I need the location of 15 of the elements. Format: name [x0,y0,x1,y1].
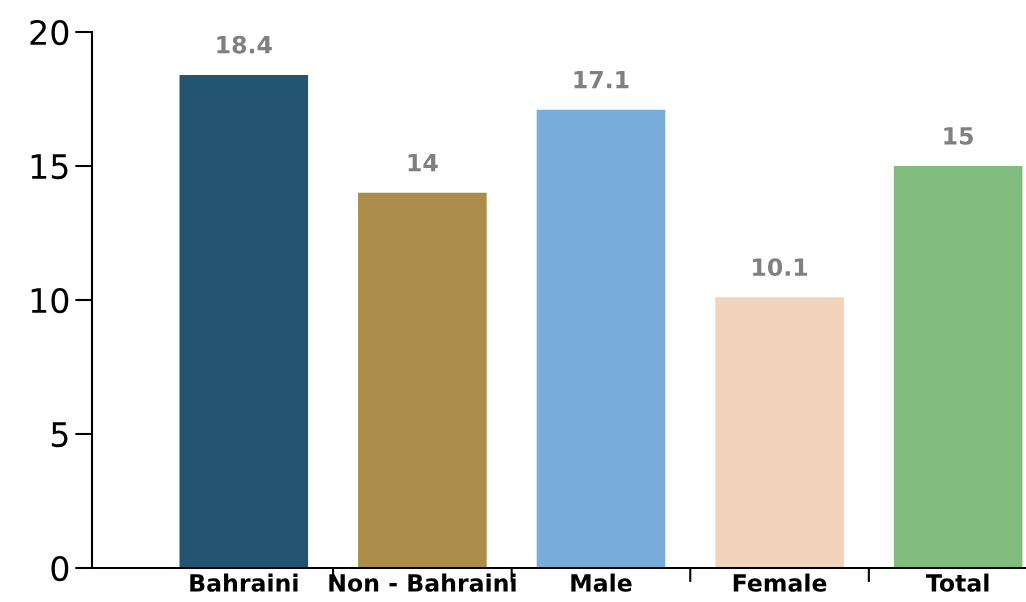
x-tick-label: Female [733,573,827,592]
x-tick-label: Non - Bahraini [329,573,516,592]
x-tick-label: Male [571,573,632,592]
data-label: 18.4 [217,35,272,54]
y-tick-label: 15 [31,154,68,180]
y-tick-label: 10 [31,287,69,314]
data-label: 10.1 [753,258,808,277]
x-tick-label: Bahraini [190,573,298,592]
y-tick-label: 5 [51,422,68,448]
x-tick-label: Total [926,573,989,592]
data-label: 15 [944,127,973,145]
data-label: 14 [408,154,438,172]
y-tick-label: 20 [30,19,69,46]
data-label: 17.1 [574,70,629,89]
y-tick-label: 0 [51,555,69,582]
